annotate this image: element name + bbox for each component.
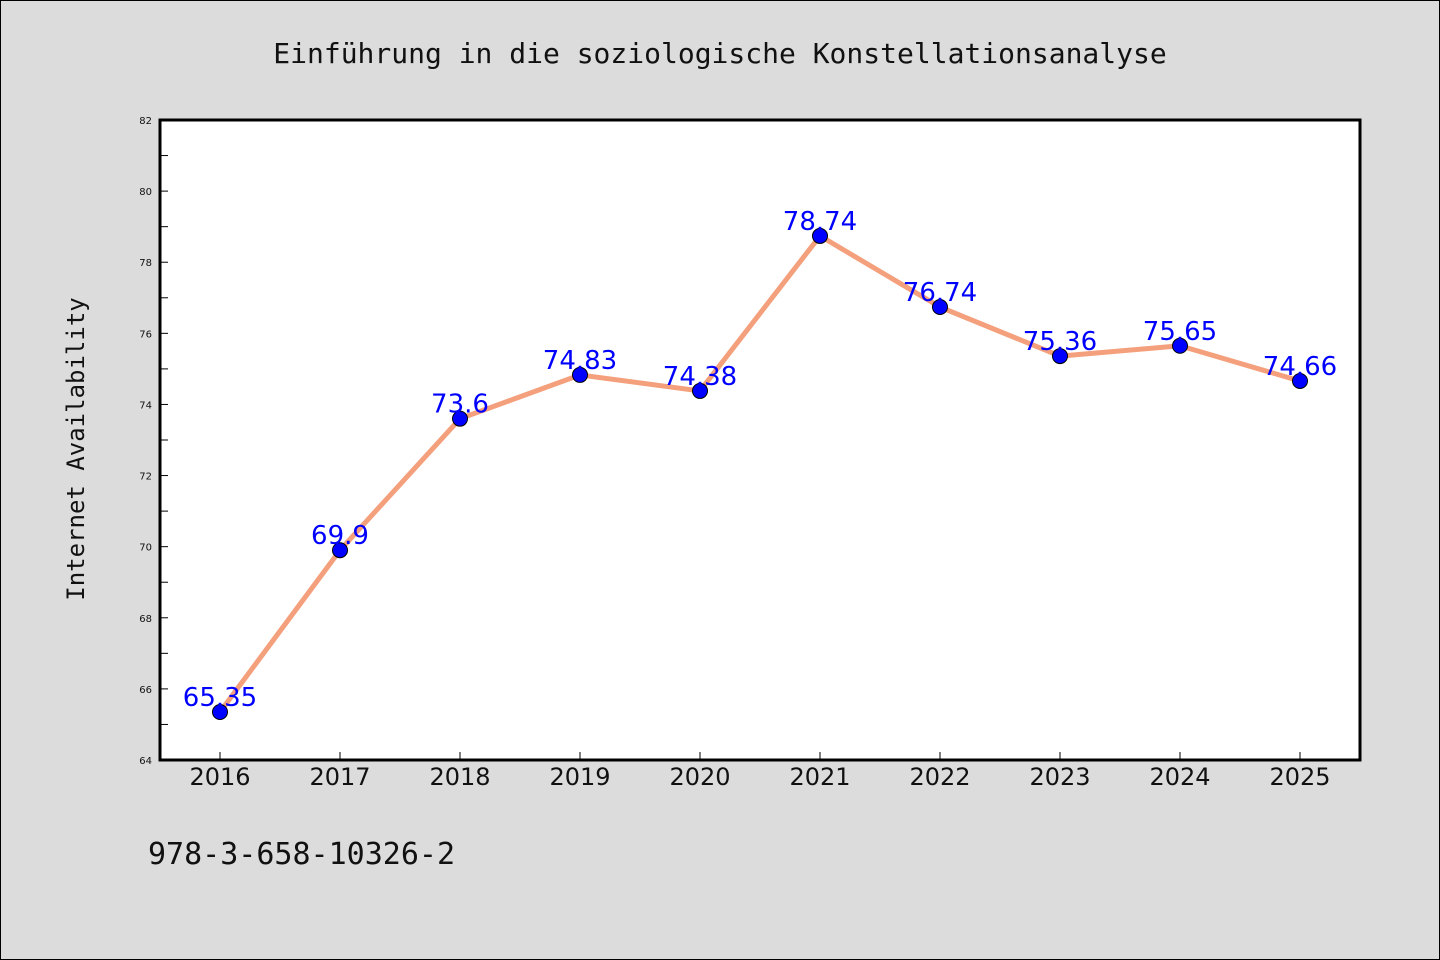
data-label: 73.6 bbox=[431, 390, 489, 420]
data-point bbox=[1292, 372, 1308, 389]
x-tick-label: 2017 bbox=[309, 763, 370, 791]
data-label: 76.74 bbox=[903, 278, 977, 308]
data-point bbox=[812, 227, 828, 244]
data-point bbox=[1052, 348, 1068, 365]
y-tick-label: 78 bbox=[139, 258, 152, 269]
data-point bbox=[1172, 337, 1188, 354]
x-tick-label: 2018 bbox=[429, 763, 490, 791]
data-label: 74.83 bbox=[543, 346, 617, 376]
data-label: 69.9 bbox=[311, 521, 369, 551]
y-axis-ticks: 64 66 68 70 72 74 76 78 80 82 bbox=[139, 116, 168, 767]
data-label: 65.35 bbox=[183, 683, 257, 713]
x-tick-label: 2024 bbox=[1149, 763, 1210, 791]
y-tick-label: 68 bbox=[139, 614, 152, 625]
series-line bbox=[217, 233, 1303, 715]
y-tick-label: 72 bbox=[139, 472, 152, 483]
y-tick-label: 74 bbox=[139, 400, 152, 411]
x-tick-label: 2021 bbox=[789, 763, 850, 791]
data-label: 78.74 bbox=[783, 207, 857, 237]
x-tick-label: 2023 bbox=[1029, 763, 1090, 791]
data-point bbox=[572, 366, 588, 383]
plot-area bbox=[158, 118, 1362, 762]
data-point bbox=[452, 410, 468, 427]
y-tick-label: 64 bbox=[139, 756, 152, 767]
series-layer: 65.35 69.9 73.6 74.83 74.38 78.74 76.74 75.36 75… bbox=[183, 207, 1337, 720]
data-label: 75.36 bbox=[1023, 327, 1097, 357]
y-tick-label: 82 bbox=[139, 116, 152, 127]
data-label: 74.38 bbox=[663, 362, 737, 392]
footer-isbn: 978-3-658-10326-2 bbox=[148, 837, 455, 872]
y-axis-label: Internet Availability bbox=[62, 297, 90, 600]
y-tick-label: 70 bbox=[139, 543, 152, 554]
chart-title: Einführung in die soziologische Konstell… bbox=[273, 37, 1166, 70]
x-tick-label: 2019 bbox=[549, 763, 610, 791]
x-tick-label: 2016 bbox=[189, 763, 250, 791]
data-label: 75.65 bbox=[1143, 317, 1217, 347]
data-point bbox=[932, 299, 948, 316]
y-tick-label: 76 bbox=[139, 329, 152, 340]
x-tick-label: 2025 bbox=[1269, 763, 1330, 791]
x-axis-ticks: 2016 2017 2018 2019 2020 2021 2022 2023 2024 2025 bbox=[189, 752, 1331, 791]
data-point bbox=[212, 704, 228, 720]
x-tick-label: 2020 bbox=[669, 763, 730, 791]
y-tick-label: 66 bbox=[139, 685, 152, 696]
y-tick-label: 80 bbox=[139, 187, 152, 198]
data-point bbox=[692, 382, 708, 399]
x-tick-label: 2022 bbox=[909, 763, 970, 791]
data-point bbox=[332, 542, 348, 559]
data-label: 74.66 bbox=[1263, 352, 1337, 382]
